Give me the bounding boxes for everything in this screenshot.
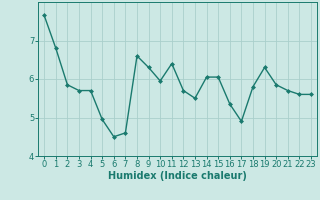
X-axis label: Humidex (Indice chaleur): Humidex (Indice chaleur) — [108, 171, 247, 181]
